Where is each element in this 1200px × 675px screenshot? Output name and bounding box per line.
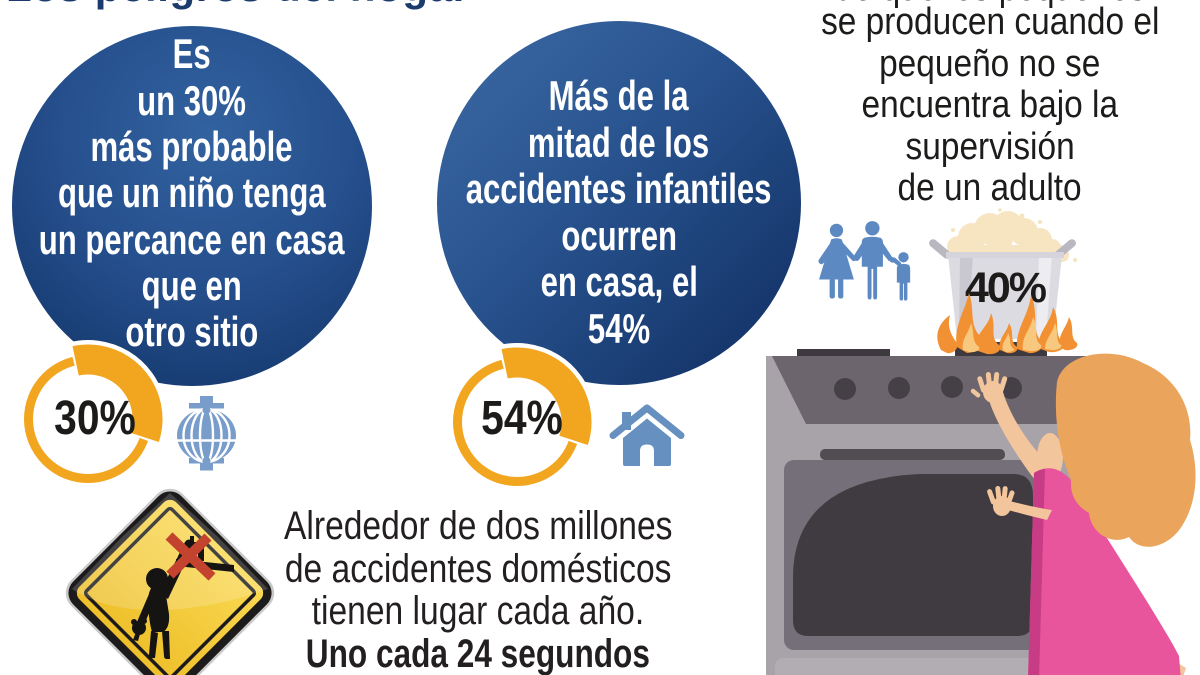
svg-text:40%: 40%: [965, 264, 1047, 312]
